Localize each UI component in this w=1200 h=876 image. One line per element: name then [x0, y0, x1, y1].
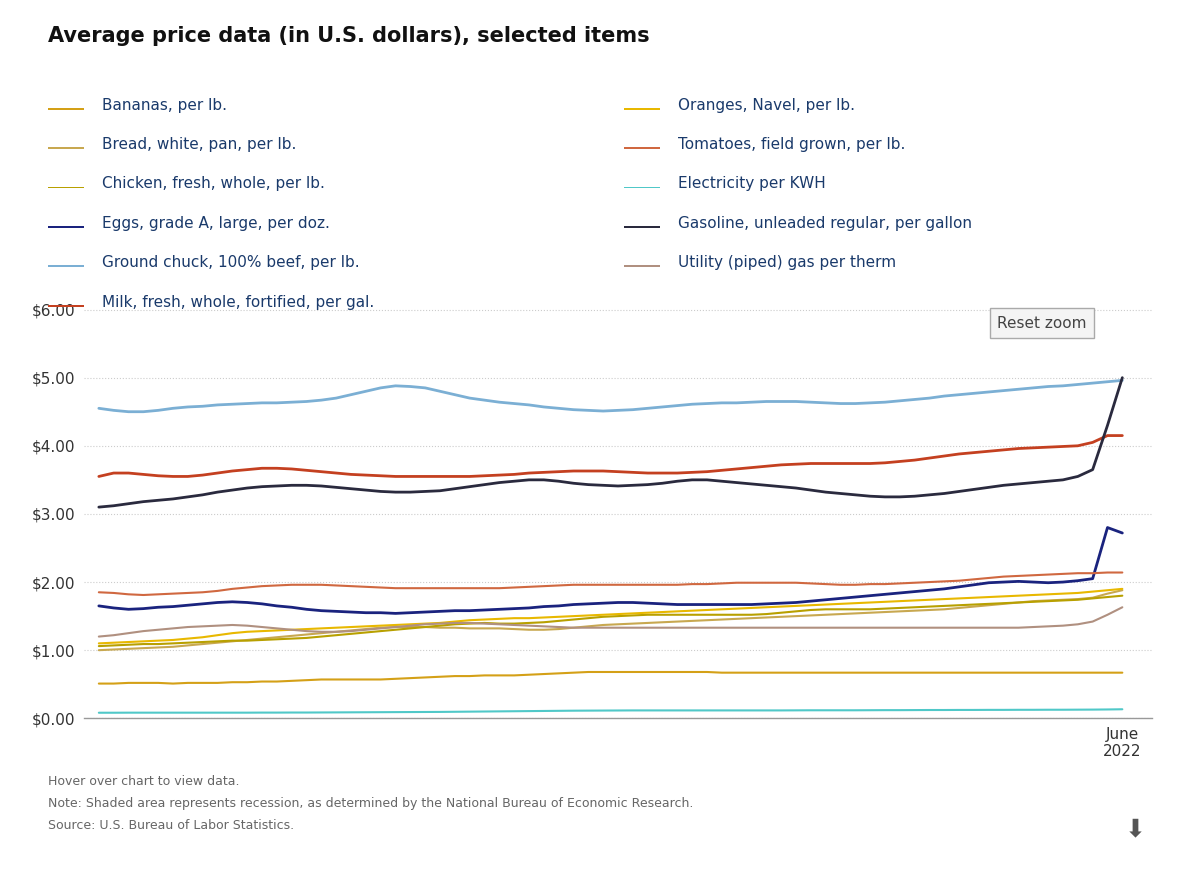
Text: Hover over chart to view data.: Hover over chart to view data.: [48, 775, 240, 788]
Text: Eggs, grade A, large, per doz.: Eggs, grade A, large, per doz.: [102, 215, 330, 231]
Text: Gasoline, unleaded regular, per gallon: Gasoline, unleaded regular, per gallon: [678, 215, 972, 231]
Text: Milk, fresh, whole, fortified, per gal.: Milk, fresh, whole, fortified, per gal.: [102, 294, 374, 310]
Text: Chicken, fresh, whole, per lb.: Chicken, fresh, whole, per lb.: [102, 176, 325, 192]
Text: Reset zoom: Reset zoom: [997, 315, 1087, 331]
Text: ⬇: ⬇: [1126, 817, 1146, 841]
Text: Ground chuck, 100% beef, per lb.: Ground chuck, 100% beef, per lb.: [102, 255, 360, 271]
Text: Note: Shaded area represents recession, as determined by the National Bureau of : Note: Shaded area represents recession, …: [48, 797, 694, 810]
Text: Source: U.S. Bureau of Labor Statistics.: Source: U.S. Bureau of Labor Statistics.: [48, 819, 294, 832]
Text: Utility (piped) gas per therm: Utility (piped) gas per therm: [678, 255, 896, 271]
Text: Oranges, Navel, per lb.: Oranges, Navel, per lb.: [678, 97, 854, 113]
Text: Tomatoes, field grown, per lb.: Tomatoes, field grown, per lb.: [678, 137, 905, 152]
Text: Bananas, per lb.: Bananas, per lb.: [102, 97, 227, 113]
Text: Electricity per KWH: Electricity per KWH: [678, 176, 826, 192]
Text: Average price data (in U.S. dollars), selected items: Average price data (in U.S. dollars), se…: [48, 26, 649, 46]
Text: Bread, white, pan, per lb.: Bread, white, pan, per lb.: [102, 137, 296, 152]
